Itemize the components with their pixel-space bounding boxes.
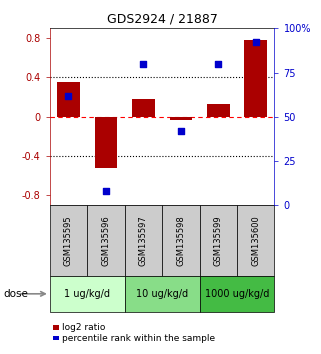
- Bar: [207, 104, 230, 117]
- Point: [178, 128, 183, 134]
- Bar: [50, 205, 87, 276]
- Bar: [169, 117, 192, 120]
- Bar: [50, 276, 125, 312]
- Bar: [162, 205, 200, 276]
- Bar: [245, 40, 267, 117]
- Text: percentile rank within the sample: percentile rank within the sample: [62, 333, 215, 343]
- Text: log2 ratio: log2 ratio: [62, 323, 105, 332]
- Text: GSM135595: GSM135595: [64, 215, 73, 266]
- Text: GSM135600: GSM135600: [251, 215, 260, 266]
- Bar: [200, 276, 274, 312]
- Bar: [95, 117, 117, 168]
- Bar: [132, 99, 155, 117]
- Point: [66, 93, 71, 98]
- Bar: [200, 205, 237, 276]
- Text: 10 ug/kg/d: 10 ug/kg/d: [136, 289, 188, 299]
- Point: [141, 61, 146, 67]
- Text: GSM135599: GSM135599: [214, 215, 223, 266]
- Text: GSM135598: GSM135598: [176, 215, 185, 266]
- Bar: [237, 205, 274, 276]
- Point: [216, 61, 221, 67]
- Text: 1 ug/kg/d: 1 ug/kg/d: [64, 289, 110, 299]
- Text: dose: dose: [3, 289, 28, 299]
- Text: GSM135596: GSM135596: [101, 215, 110, 266]
- Title: GDS2924 / 21887: GDS2924 / 21887: [107, 13, 218, 26]
- Bar: [125, 276, 200, 312]
- Text: 1000 ug/kg/d: 1000 ug/kg/d: [205, 289, 269, 299]
- Text: GSM135597: GSM135597: [139, 215, 148, 266]
- Point: [253, 40, 258, 45]
- Bar: [57, 82, 80, 117]
- Bar: [87, 205, 125, 276]
- Point: [103, 188, 108, 194]
- Bar: [125, 205, 162, 276]
